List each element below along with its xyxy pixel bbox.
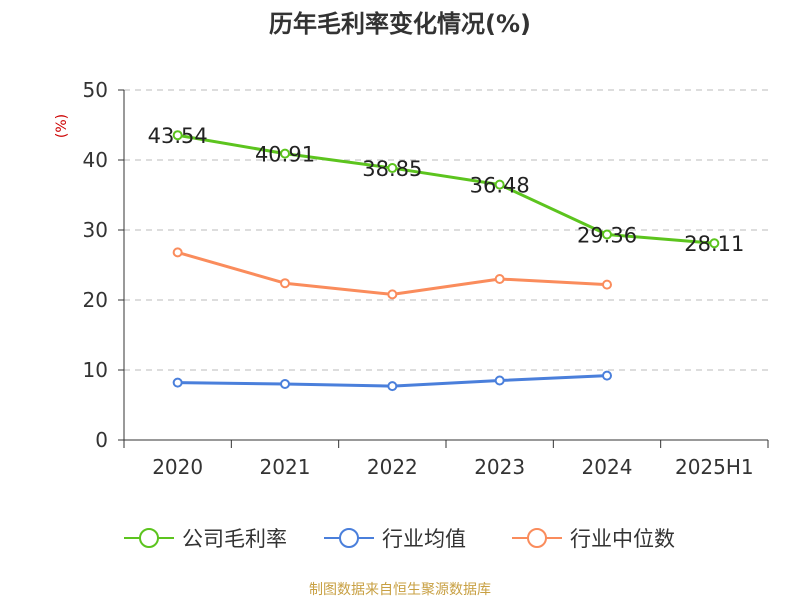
data-point	[280, 148, 290, 159]
data-point	[280, 278, 290, 289]
data-point	[602, 279, 612, 290]
data-point	[494, 274, 505, 284]
chart-title: 历年毛利率变化情况(%)	[269, 10, 531, 38]
legend-marker-icon	[139, 528, 159, 548]
legend-item: 行业中位数	[512, 527, 675, 551]
data-point	[172, 377, 183, 388]
data-point	[280, 379, 290, 389]
y-tick-label: 0	[95, 428, 108, 452]
data-point	[602, 370, 612, 381]
legend-marker-icon	[339, 528, 359, 548]
legend-marker-icon	[527, 528, 547, 548]
grid-lines	[124, 89, 768, 371]
data-point	[387, 381, 398, 392]
source-note: 制图数据来自恒生聚源数据库	[309, 582, 491, 598]
series-industry_avg	[172, 370, 612, 392]
data-label: 36.48	[470, 174, 530, 198]
x-tick-label: 2025H1	[675, 455, 754, 479]
y-tick-label: 40	[83, 148, 108, 172]
data-point	[387, 289, 398, 300]
data-label: 29.36	[577, 223, 637, 247]
data-point	[172, 247, 183, 258]
series-industry_median	[172, 247, 612, 300]
data-point	[494, 375, 505, 386]
series-line	[177, 250, 608, 296]
data-labels: 43.54 40.91 38.85 36.48 29.36 28.11	[148, 124, 745, 256]
legend-label: 行业均值	[382, 527, 466, 551]
legend-item: 公司毛利率	[124, 527, 287, 551]
data-point	[387, 163, 398, 174]
x-tick-label: 2020	[152, 455, 203, 479]
legend: 公司毛利率 行业均值 行业中位数	[124, 527, 675, 551]
series-line	[177, 133, 715, 245]
data-point	[494, 179, 505, 190]
data-label: 38.85	[362, 157, 422, 181]
legend-label: 行业中位数	[570, 527, 675, 551]
data-label: 28.11	[684, 232, 744, 256]
legend-item: 行业均值	[324, 527, 466, 551]
axes: 0 10 20 30 40 50 2020 2021 2022 2023 2024 2025H1	[83, 78, 769, 479]
data-point	[602, 229, 612, 240]
y-tick-label: 50	[83, 78, 108, 102]
y-tick-label: 10	[83, 358, 108, 382]
data-point	[172, 130, 183, 141]
x-tick-label: 2023	[474, 455, 525, 479]
legend-label: 公司毛利率	[182, 527, 287, 551]
y-tick-label: 20	[83, 288, 108, 312]
y-tick-label: 30	[83, 218, 108, 242]
x-tick-label: 2024	[582, 455, 633, 479]
series-lines	[172, 130, 720, 392]
x-tick-label: 2021	[260, 455, 311, 479]
data-label: 40.91	[255, 143, 315, 167]
data-point	[709, 238, 720, 249]
series-gross_margin	[172, 130, 720, 249]
data-label: 43.54	[148, 124, 208, 148]
y-axis-unit: (%)	[54, 114, 70, 138]
x-tick-label: 2022	[367, 455, 418, 479]
